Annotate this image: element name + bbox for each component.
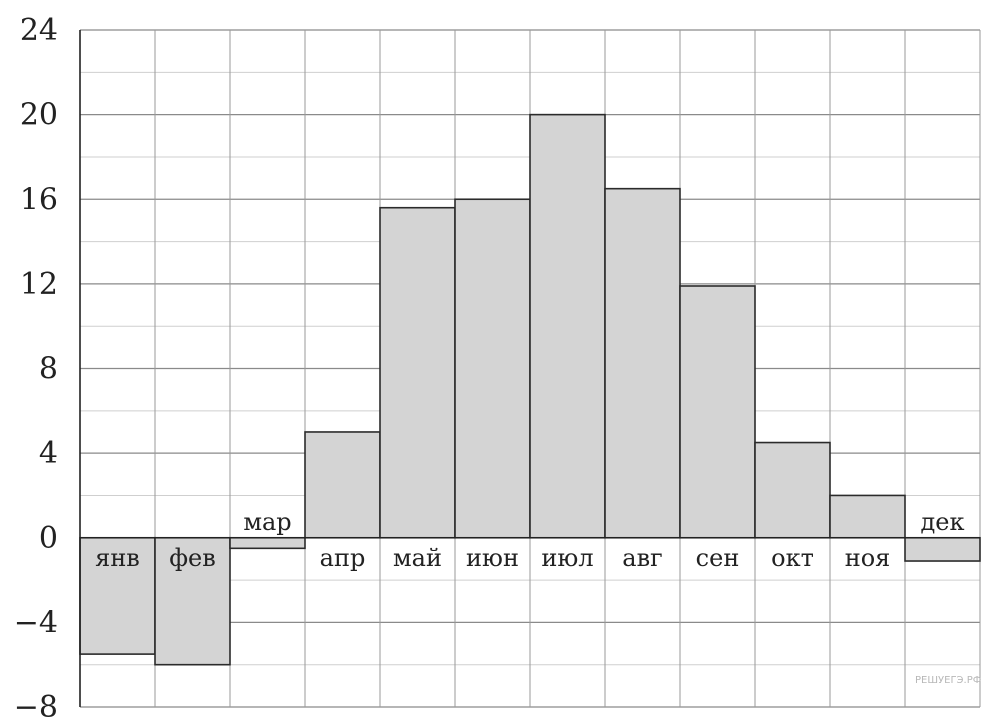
y-tick-label: 24 — [20, 13, 58, 48]
y-tick-labels: 24 20 16 12 8 4 0 −4 −8 — [14, 13, 58, 720]
bar — [304, 431, 381, 539]
y-tick-label: −4 — [14, 605, 58, 640]
category-label: фев — [169, 544, 216, 572]
category-label: июл — [541, 544, 593, 572]
bar — [229, 536, 306, 550]
y-tick-label: −8 — [14, 690, 58, 720]
category-label: май — [393, 544, 442, 572]
watermark: РЕШУЕГЭ.РФ — [915, 675, 982, 686]
y-tick-label: 8 — [39, 352, 58, 387]
bar — [154, 536, 231, 666]
y-tick-label: 16 — [20, 182, 58, 217]
category-label: ноя — [845, 544, 891, 572]
bar — [379, 206, 456, 539]
bar — [604, 187, 681, 539]
category-label: сен — [696, 544, 740, 572]
y-tick-label: 12 — [20, 267, 58, 302]
y-tick-label: 0 — [39, 521, 58, 556]
axes — [79, 30, 980, 707]
bars — [79, 113, 981, 666]
bar — [829, 494, 906, 539]
bar — [904, 536, 981, 562]
category-label: окт — [771, 544, 814, 572]
bar — [529, 113, 606, 539]
y-tick-label: 20 — [20, 98, 58, 133]
category-label: мар — [243, 508, 291, 536]
bar — [454, 198, 531, 539]
bar — [679, 285, 756, 539]
category-label: авг — [622, 544, 662, 572]
category-label: июн — [466, 544, 519, 572]
category-label: дек — [921, 508, 965, 536]
category-label: янв — [95, 544, 140, 572]
y-tick-label: 4 — [39, 436, 58, 471]
category-label: апр — [320, 544, 366, 572]
bar — [754, 441, 831, 539]
